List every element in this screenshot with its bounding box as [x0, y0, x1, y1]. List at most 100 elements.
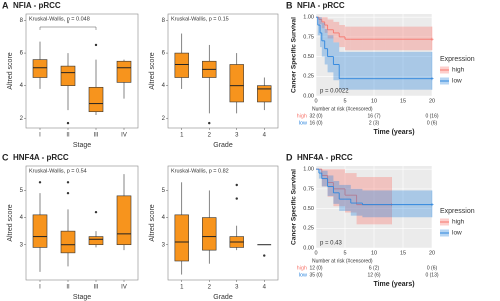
- x-axis-label: Grade: [213, 142, 233, 149]
- y-tick-label: 4: [20, 83, 24, 89]
- confidence-band: [327, 19, 334, 39]
- panel-label: C: [2, 152, 9, 162]
- risk-row-label: low: [299, 120, 307, 126]
- p-value: p = 0.43: [320, 241, 343, 247]
- outlier: [235, 197, 238, 200]
- x-tick-label: 5: [343, 98, 346, 104]
- legend-label: low: [452, 78, 462, 85]
- confidence-band: [339, 184, 351, 211]
- risk-row-label: high: [297, 265, 307, 271]
- y-tick-label: 3: [20, 242, 24, 248]
- confidence-band: [321, 169, 328, 187]
- box: [32, 214, 48, 248]
- x-tick-label: 4: [263, 133, 267, 139]
- x-tick-label: 10: [371, 250, 377, 256]
- y-axis-label: Cancer Specific Survival: [291, 17, 298, 93]
- x-axis-label: Stage: [73, 142, 91, 149]
- box: [174, 52, 189, 78]
- annotation: Kruskal-Wallis, p = 0.048: [29, 16, 90, 22]
- confidence-band: [318, 17, 322, 25]
- significance-label: *: [67, 22, 70, 28]
- panel-title: NFIA - pRCC: [297, 1, 345, 10]
- risk-cell: 0 (6): [427, 265, 438, 271]
- confidence-band: [321, 22, 325, 57]
- x-tick-label: 10: [371, 98, 377, 104]
- x-tick-label: 5: [343, 250, 346, 256]
- confidence-band: [317, 17, 321, 36]
- y-tick-label: 0.75: [303, 186, 314, 192]
- y-axis-label: Altred score: [7, 204, 14, 241]
- x-tick-label: 0: [314, 250, 317, 256]
- legend-label: high: [452, 219, 465, 226]
- censor-mark: [430, 37, 434, 41]
- box: [88, 86, 104, 113]
- x-tick-label: 2: [208, 133, 212, 139]
- y-axis-label: Cancer Specific Survival: [291, 169, 298, 245]
- box: [202, 217, 217, 251]
- y-tick-label: 8: [20, 18, 24, 24]
- risk-cell: 16 (0): [309, 120, 322, 126]
- panel-title: NFIA - pRCC: [13, 1, 61, 10]
- significance-bracket: [39, 26, 97, 30]
- x-tick-label: 20: [429, 250, 435, 256]
- outlier: [235, 183, 238, 187]
- y-tick-label: 5: [162, 188, 166, 194]
- x-tick-label: III: [93, 133, 98, 139]
- y-tick-label: 3: [162, 242, 166, 248]
- outlier: [94, 210, 98, 214]
- outlier: [263, 254, 266, 257]
- y-tick-label: 0.75: [303, 34, 314, 40]
- x-tick-label: 1: [180, 285, 184, 291]
- risk-cell: 0 (13): [425, 272, 438, 278]
- legend-label: high: [452, 67, 465, 74]
- y-tick-label: 4: [20, 215, 24, 221]
- box: [116, 195, 132, 246]
- box: [88, 236, 104, 246]
- box: [174, 214, 189, 262]
- outlier: [208, 121, 211, 125]
- panel-label: B: [286, 0, 293, 10]
- risk-cell: 35 (0): [309, 272, 322, 278]
- x-tick-label: IV: [121, 133, 127, 139]
- y-tick-label: 0.25: [303, 74, 314, 80]
- censor-mark: [430, 77, 434, 81]
- x-tick-label: II: [66, 285, 70, 291]
- outlier: [38, 181, 42, 184]
- risk-cell: 0 (6): [427, 120, 438, 126]
- y-tick-label: 2: [20, 116, 24, 122]
- confidence-band: [333, 42, 340, 81]
- confidence-band: [385, 26, 432, 51]
- annotation: Kruskal-Wallis, p = 0.54: [29, 168, 87, 174]
- confidence-band: [350, 188, 363, 216]
- y-tick-label: 6: [20, 51, 24, 57]
- y-tick-label: 8: [162, 18, 166, 24]
- x-tick-label: IV: [121, 285, 127, 291]
- y-tick-label: 4: [162, 215, 166, 221]
- legend-title: Expression: [440, 56, 475, 63]
- y-axis-label: Altred score: [149, 204, 156, 241]
- box: [60, 65, 76, 86]
- y-tick-label: 4: [162, 83, 166, 89]
- risk-cell: 12 (0): [309, 265, 322, 271]
- y-tick-label: 1.00: [303, 15, 314, 21]
- x-tick-label: 15: [400, 98, 406, 104]
- panel-title: HNF4A - pRCC: [297, 153, 353, 162]
- y-tick-label: 2: [162, 116, 166, 122]
- y-tick-label: 1.00: [303, 167, 314, 173]
- box: [60, 230, 76, 254]
- annotation: Kruskal-Wallis, p = 0.15: [171, 16, 229, 22]
- confidence-band: [327, 175, 334, 196]
- panel-label: A: [2, 0, 9, 10]
- y-axis-label: Altred score: [149, 52, 156, 89]
- risk-row-label: low: [299, 272, 307, 278]
- censor-mark: [430, 203, 434, 207]
- box: [229, 64, 244, 103]
- x-tick-label: 0: [314, 98, 317, 104]
- y-axis-label: Altred score: [7, 52, 14, 89]
- x-axis-label: Stage: [73, 294, 91, 301]
- confidence-band: [318, 169, 322, 179]
- outlier: [94, 43, 98, 47]
- x-tick-label: 15: [400, 250, 406, 256]
